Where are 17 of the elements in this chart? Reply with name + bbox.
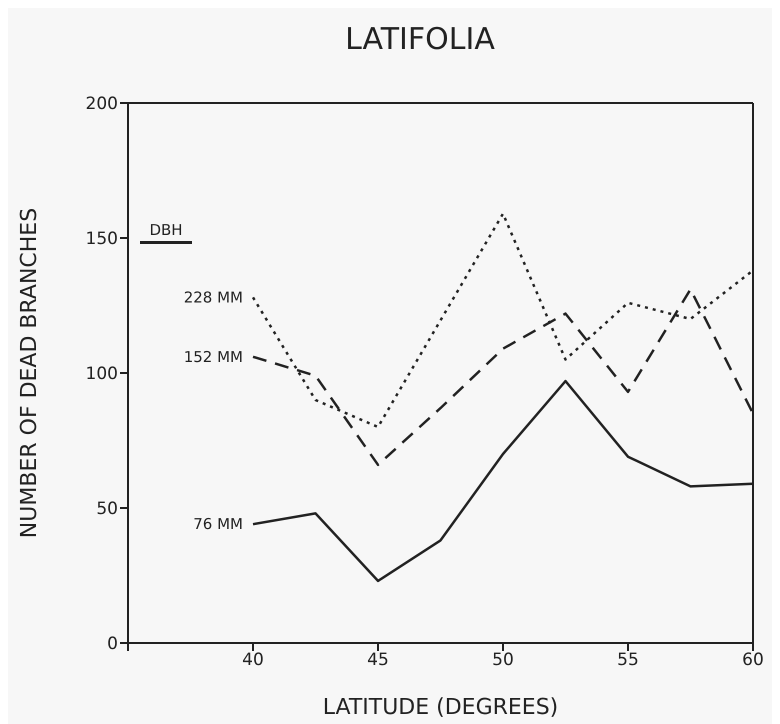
y-tick-label: 150 xyxy=(86,229,118,250)
y-tick-label: 50 xyxy=(96,499,118,520)
x-tick-label: 45 xyxy=(367,650,389,670)
series-label: 228 MM xyxy=(184,288,243,306)
y-tick-label: 200 xyxy=(86,94,118,114)
x-tick-label: 50 xyxy=(492,650,514,670)
series-label: 76 MM xyxy=(193,515,243,534)
y-tick-label: 0 xyxy=(107,634,118,654)
series-label: 152 MM xyxy=(184,348,243,366)
x-axis-title: LATITUDE (DEGREES) xyxy=(322,695,558,720)
legend-title: DBH xyxy=(140,221,192,244)
x-tick-label: 40 xyxy=(242,650,264,670)
x-tick-label: 55 xyxy=(617,650,639,670)
y-tick-label: 100 xyxy=(86,364,118,384)
x-tick-label: 60 xyxy=(742,650,764,670)
y-axis-title: NUMBER OF DEAD BRANCHES xyxy=(16,208,42,538)
chart-title: LATIFOLIA xyxy=(344,21,496,59)
